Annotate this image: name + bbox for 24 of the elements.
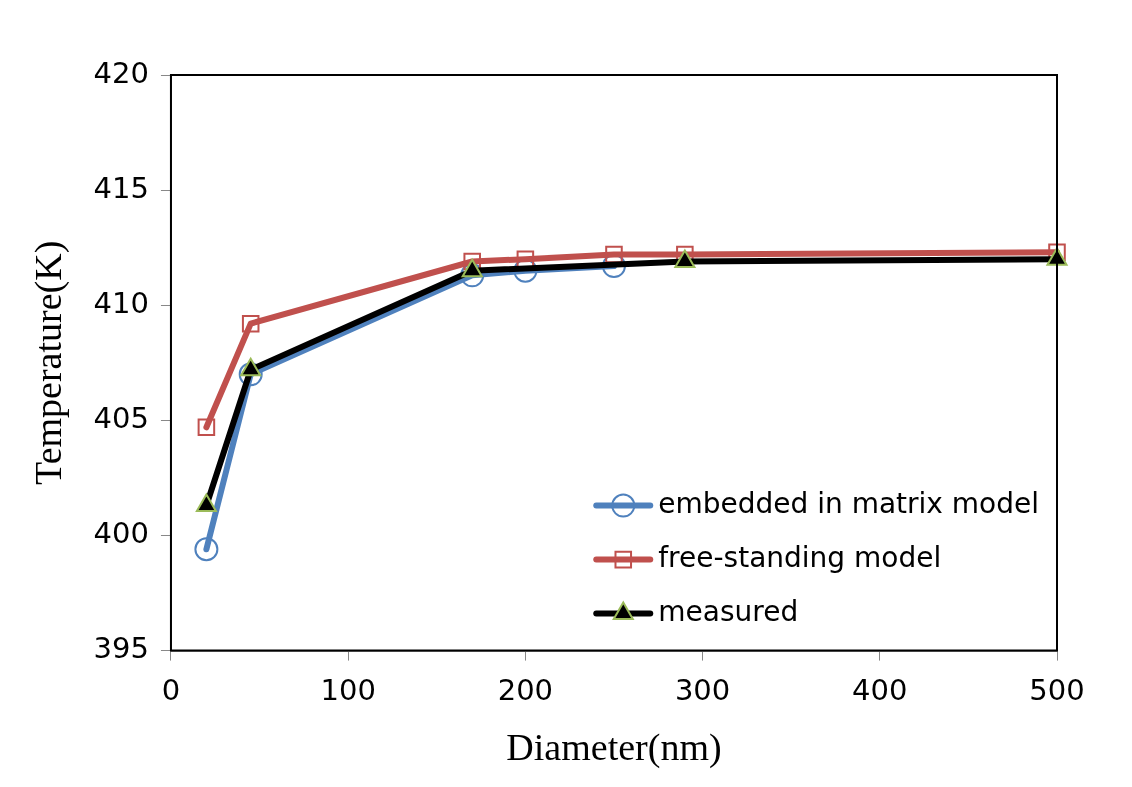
point [194, 537, 219, 562]
y-tick-label: 395 [93, 631, 149, 666]
y-tick-label: 410 [93, 285, 149, 320]
point [463, 252, 481, 271]
legend-label: embedded in matrix model [658, 486, 1039, 520]
point [605, 245, 623, 264]
y-tick-label: 405 [93, 400, 149, 435]
x-tick-label: 200 [497, 672, 554, 707]
legend-label: free-standing model [658, 540, 942, 574]
point [1048, 243, 1066, 262]
x-tick-label: 100 [320, 672, 376, 707]
legend-label: measured [658, 594, 799, 628]
x-tick-label: 400 [852, 672, 908, 707]
point [197, 418, 216, 437]
x-tick-label: 500 [1029, 672, 1085, 707]
y-axis-title: Temperature(K) [26, 240, 70, 485]
point [241, 314, 260, 333]
x-tick-label: 300 [674, 672, 731, 707]
y-tick-label: 415 [93, 170, 149, 205]
x-tick-label: 0 [161, 672, 181, 707]
point [238, 362, 263, 387]
x-axis-title: Diameter(nm) [506, 726, 722, 770]
y-tick-label: 420 [93, 55, 149, 90]
y-tick-label: 400 [93, 516, 149, 551]
